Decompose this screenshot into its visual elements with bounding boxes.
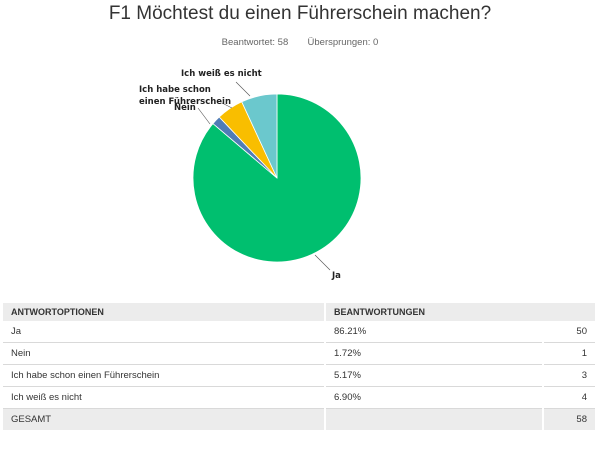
- header-responses: BEANTWORTUNGEN: [325, 303, 597, 321]
- table-row: Ja 86.21% 50: [3, 321, 597, 343]
- row-count: 50: [543, 321, 597, 343]
- row-option: Nein: [3, 342, 326, 365]
- total-label: GESAMT: [3, 408, 326, 430]
- table-row: Ich habe schon einen Führerschein 5.17% …: [3, 364, 597, 387]
- skipped-count: 0: [373, 37, 379, 48]
- row-percent: 6.90%: [325, 386, 544, 409]
- label-weiss-nicht-leader: [235, 81, 251, 97]
- row-count: 3: [543, 364, 597, 387]
- row-option: Ich weiß es nicht: [3, 386, 326, 409]
- label-nein-leader: [197, 107, 211, 125]
- table-header-row: ANTWORTOPTIONEN BEANTWORTUNGEN: [3, 303, 597, 321]
- pie-chart: Ja Nein Ich habe schon einen Führerschein Ic…: [139, 69, 362, 281]
- label-fuehrerschein-leader: [221, 102, 233, 109]
- row-option: Ich habe schon einen Führerschein: [3, 364, 326, 387]
- answered-label: Beantwortet:: [221, 37, 276, 48]
- row-count: 1: [543, 342, 597, 365]
- table-row: Ich weiß es nicht 6.90% 4: [3, 386, 597, 409]
- total-count: 58: [543, 408, 597, 430]
- row-count: 4: [543, 386, 597, 409]
- label-ja: Ja: [331, 271, 341, 281]
- row-option: Ja: [3, 321, 326, 343]
- header-answer-options: ANTWORTOPTIONEN: [3, 303, 326, 321]
- label-nein: Nein: [174, 103, 196, 113]
- total-spacer: [325, 408, 544, 430]
- row-percent: 86.21%: [325, 321, 544, 343]
- label-fuehrerschein: Ich habe schon: [139, 85, 211, 95]
- row-percent: 5.17%: [325, 364, 544, 387]
- answered-count: 58: [277, 37, 289, 48]
- row-percent: 1.72%: [325, 342, 544, 365]
- label-weiss-nicht: Ich weiß es nicht: [181, 69, 262, 79]
- label-fuehrerschein: einen Führerschein: [139, 97, 231, 107]
- table-total-row: GESAMT 58: [3, 408, 597, 430]
- label-ja-leader: [314, 254, 331, 271]
- results-table: ANTWORTOPTIONEN BEANTWORTUNGEN Ja 86.21%…: [3, 303, 597, 430]
- table-row: Nein 1.72% 1: [3, 342, 597, 365]
- question-title: F1 Möchtest du einen Führerschein machen…: [108, 3, 492, 24]
- slice-weiss-nicht: [241, 93, 278, 179]
- response-stats: Beantwortet: 58 Übersprungen: 0: [0, 37, 600, 48]
- skipped-label: Übersprungen:: [307, 37, 371, 48]
